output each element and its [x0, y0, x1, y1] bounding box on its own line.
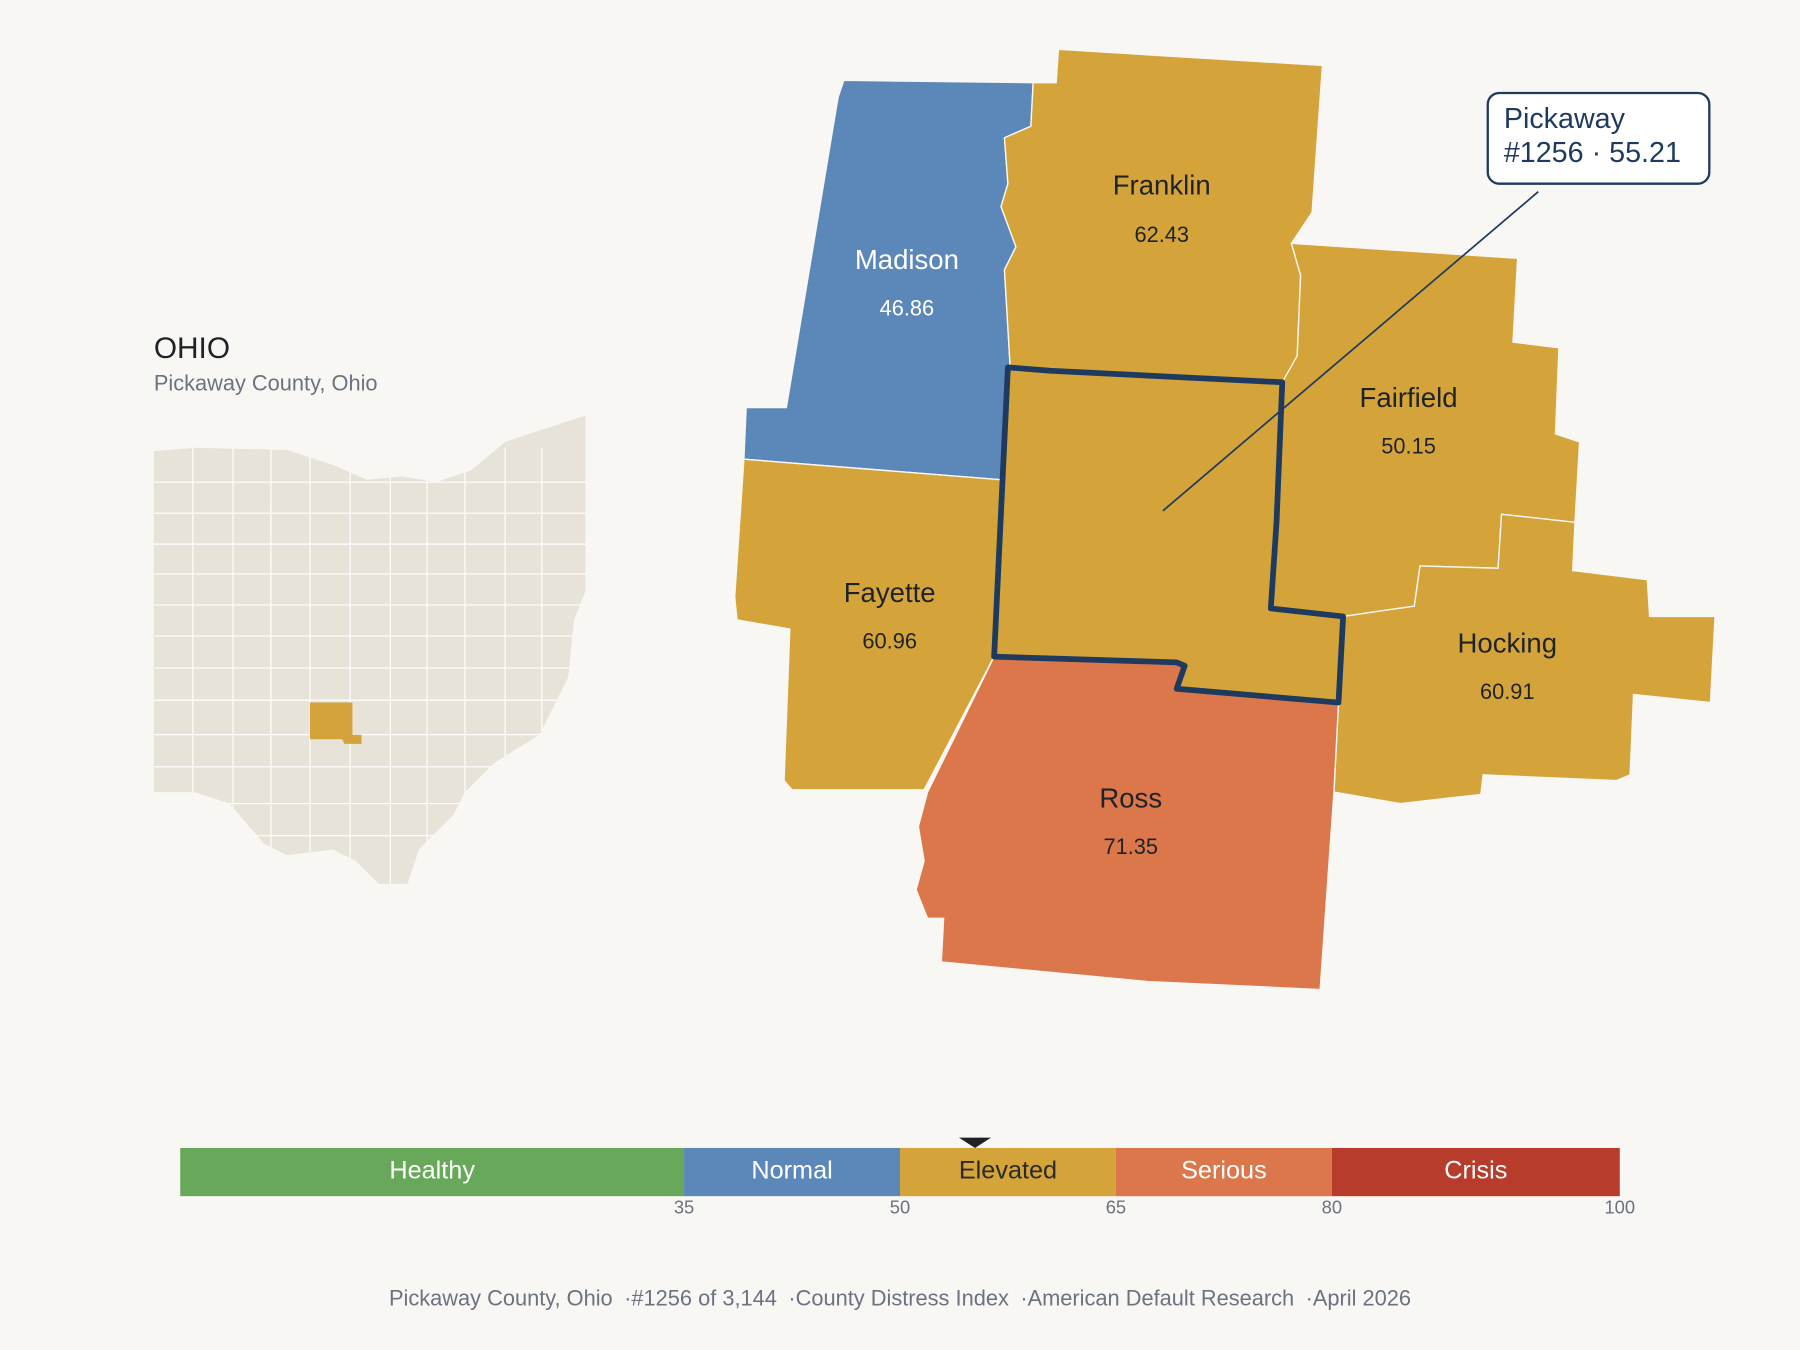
- legend-band-label: Healthy: [389, 1157, 475, 1185]
- footer-item: American Default Research: [1028, 1285, 1295, 1310]
- legend-band-label: Normal: [751, 1157, 832, 1185]
- county-value: 71.35: [1103, 834, 1158, 859]
- county-map: Madison 46.86 Franklin 62.43 Fairfield 5…: [734, 48, 1716, 991]
- legend-tick-label: 50: [890, 1197, 910, 1218]
- legend-scale: Healthy Normal Elevated Serious Crisis 35 50 65…: [180, 1137, 1635, 1218]
- county-borders: [153, 447, 586, 884]
- legend-tick-label: 65: [1106, 1197, 1126, 1218]
- legend-band: [900, 1147, 1116, 1197]
- selected-county-shape[interactable]: [991, 364, 1346, 706]
- county-value: 60.96: [862, 629, 917, 654]
- callout-detail: #1256 · 55.21: [1504, 136, 1681, 168]
- callout-rank: #1256: [1504, 136, 1584, 168]
- county-name: Madison: [855, 244, 959, 275]
- legend-tick-label: 35: [674, 1197, 694, 1218]
- legend-band-label: Serious: [1181, 1157, 1267, 1185]
- footer-separator: ·: [788, 1285, 795, 1310]
- county-grid: [153, 447, 586, 884]
- county-shape[interactable]: [1000, 48, 1324, 383]
- county-shape[interactable]: [743, 79, 1034, 481]
- callout-leader: [1162, 191, 1539, 512]
- county-name: Ross: [1099, 782, 1162, 813]
- county-value: 60.91: [1480, 679, 1535, 704]
- footer-item: County Distress Index: [796, 1285, 1009, 1310]
- county-name: Franklin: [1113, 169, 1211, 200]
- county-value: 50.15: [1381, 433, 1436, 458]
- highlighted-county: [309, 702, 362, 744]
- state-minimap: [153, 415, 586, 884]
- callout: Pickaway #1256 · 55.21: [1162, 91, 1711, 512]
- county-value: 62.43: [1134, 222, 1189, 247]
- county-shape[interactable]: [915, 655, 1340, 991]
- county-shape[interactable]: [1333, 513, 1716, 805]
- footer-item: #1256 of 3,144: [631, 1285, 776, 1310]
- county-name: Fairfield: [1360, 382, 1458, 413]
- legend-band: [1331, 1147, 1620, 1197]
- footer-item: April 2026: [1313, 1285, 1411, 1310]
- legend-tick-label: 100: [1604, 1197, 1635, 1218]
- legend-band-label: Crisis: [1444, 1157, 1507, 1185]
- legend-band: [180, 1147, 685, 1197]
- county-name: Fayette: [844, 577, 936, 608]
- state-title: OHIO: [154, 332, 230, 365]
- callout-value: 55.21: [1609, 136, 1681, 168]
- legend-band-label: Elevated: [959, 1157, 1057, 1185]
- footer-separator: ·: [624, 1285, 631, 1310]
- county-value: 46.86: [880, 296, 935, 321]
- footer-separator: ·: [1020, 1285, 1027, 1310]
- legend-band: [684, 1147, 900, 1197]
- state-outline: [153, 415, 586, 884]
- county-name: Hocking: [1458, 627, 1558, 658]
- callout-separator: ·: [1592, 136, 1602, 168]
- footer: Pickaway County, Ohio ·#1256 of 3,144 ·Cou…: [389, 1285, 1411, 1310]
- subtitle: Pickaway County, Ohio: [154, 370, 378, 395]
- callout-box: [1486, 91, 1711, 185]
- footer-item: Pickaway County, Ohio: [389, 1285, 613, 1310]
- callout-name: Pickaway: [1504, 103, 1626, 135]
- footer-separator: ·: [1306, 1285, 1313, 1310]
- legend-tick-label: 80: [1322, 1197, 1342, 1218]
- legend-marker: [958, 1137, 992, 1148]
- legend-band: [1115, 1147, 1332, 1197]
